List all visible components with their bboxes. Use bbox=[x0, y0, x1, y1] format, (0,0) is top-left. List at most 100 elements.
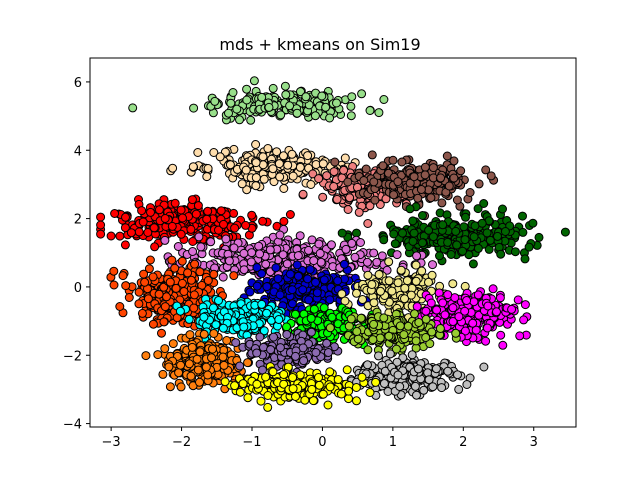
data-point bbox=[477, 218, 487, 228]
data-point bbox=[424, 277, 433, 287]
data-point bbox=[160, 235, 170, 245]
data-point bbox=[520, 300, 530, 310]
data-point bbox=[311, 348, 321, 357]
y-tick-label: 2 bbox=[74, 213, 82, 228]
data-point bbox=[325, 295, 335, 305]
data-point bbox=[453, 370, 462, 380]
data-point bbox=[263, 391, 273, 400]
data-point bbox=[193, 201, 203, 211]
data-point bbox=[418, 211, 427, 220]
data-point bbox=[208, 344, 217, 354]
data-point bbox=[319, 303, 329, 313]
data-point bbox=[170, 198, 180, 208]
data-point bbox=[296, 87, 305, 97]
data-point bbox=[242, 84, 252, 94]
data-point bbox=[225, 160, 235, 170]
data-point bbox=[209, 329, 219, 338]
data-point bbox=[405, 178, 415, 188]
data-point bbox=[341, 244, 351, 254]
data-point bbox=[259, 326, 269, 336]
data-point bbox=[189, 303, 199, 313]
data-point bbox=[199, 312, 209, 322]
data-point bbox=[384, 331, 394, 341]
data-point bbox=[460, 326, 470, 336]
data-point bbox=[488, 284, 498, 294]
data-point bbox=[134, 299, 144, 309]
data-point bbox=[384, 257, 394, 267]
data-point bbox=[524, 242, 534, 252]
data-point bbox=[189, 103, 199, 113]
data-point bbox=[222, 336, 232, 345]
data-point bbox=[448, 279, 458, 289]
data-point bbox=[293, 251, 303, 261]
data-point bbox=[241, 165, 251, 175]
data-point bbox=[199, 329, 209, 339]
data-point bbox=[183, 268, 193, 278]
data-point bbox=[193, 365, 203, 375]
data-point bbox=[332, 194, 342, 204]
data-point bbox=[230, 223, 240, 233]
data-point bbox=[395, 321, 405, 331]
data-point bbox=[325, 367, 335, 377]
data-point bbox=[160, 214, 170, 223]
data-point bbox=[298, 189, 308, 199]
data-point bbox=[518, 227, 528, 237]
data-point bbox=[409, 172, 419, 182]
data-point bbox=[387, 286, 397, 296]
data-point bbox=[465, 188, 475, 197]
data-point bbox=[461, 212, 470, 222]
data-point bbox=[285, 101, 295, 111]
data-point bbox=[390, 239, 400, 249]
data-point bbox=[389, 229, 399, 239]
data-point bbox=[474, 179, 484, 189]
data-point bbox=[247, 248, 257, 258]
data-point bbox=[479, 362, 489, 372]
data-point bbox=[121, 212, 130, 222]
data-point bbox=[471, 325, 481, 335]
data-point bbox=[186, 224, 196, 234]
data-point bbox=[368, 335, 378, 345]
data-point bbox=[528, 218, 538, 228]
data-point bbox=[195, 267, 205, 277]
data-point bbox=[275, 343, 285, 353]
data-point bbox=[96, 220, 106, 230]
data-point bbox=[347, 92, 357, 102]
data-point bbox=[310, 111, 320, 121]
data-point bbox=[427, 270, 437, 280]
data-point bbox=[279, 216, 289, 226]
data-point bbox=[275, 290, 285, 300]
data-point bbox=[352, 327, 362, 336]
data-point bbox=[179, 287, 189, 296]
data-point bbox=[400, 294, 409, 304]
data-point bbox=[231, 338, 241, 348]
data-point bbox=[437, 383, 447, 393]
data-point bbox=[469, 232, 479, 242]
data-point bbox=[393, 370, 403, 380]
data-point bbox=[176, 360, 186, 370]
data-point bbox=[318, 159, 328, 169]
data-point bbox=[96, 212, 106, 222]
data-point bbox=[258, 216, 268, 226]
data-point bbox=[144, 264, 154, 274]
data-point bbox=[275, 230, 285, 240]
data-point bbox=[333, 276, 343, 286]
data-point bbox=[304, 245, 313, 255]
data-point bbox=[203, 206, 213, 216]
data-point bbox=[279, 370, 289, 379]
data-point bbox=[109, 280, 119, 290]
data-point bbox=[407, 350, 417, 360]
data-point bbox=[245, 287, 255, 297]
data-point bbox=[306, 327, 316, 337]
data-point bbox=[306, 313, 316, 323]
data-point bbox=[451, 328, 461, 338]
data-point bbox=[246, 257, 256, 267]
data-point bbox=[460, 235, 470, 245]
data-point bbox=[436, 173, 446, 183]
data-point bbox=[449, 173, 459, 183]
data-point bbox=[432, 305, 442, 315]
data-point bbox=[319, 275, 329, 285]
data-point bbox=[371, 377, 381, 387]
data-point bbox=[266, 345, 276, 355]
data-point bbox=[216, 206, 226, 216]
